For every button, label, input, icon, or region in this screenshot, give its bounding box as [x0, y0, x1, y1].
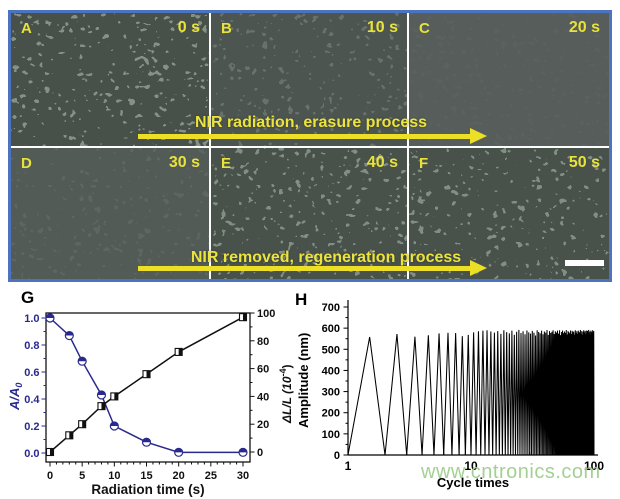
- h-y-tick-label: 0: [334, 450, 340, 462]
- watermark: www.cntronics.com: [421, 461, 601, 483]
- g-circle-marker-fill: [78, 357, 87, 362]
- wrinkle-pattern-image: [11, 13, 209, 146]
- micrograph-montage: A 0 s B 10 s C 20 s D 30 s E 4: [8, 10, 612, 282]
- g-x-tick-label: 25: [205, 470, 217, 482]
- scale-bar: [565, 260, 604, 266]
- panel-time-label: 50 s: [568, 154, 600, 171]
- g-circle-marker-fill: [65, 331, 74, 336]
- chart-h-cycle-amplitude: 0 100 200 300 400 500 600 700 1 10 100 Cycle times A…: [296, 300, 604, 490]
- h-y-tick-label: 700: [322, 302, 340, 314]
- g-x-tick-label: 20: [173, 470, 185, 482]
- g-right-tick-label: 100: [257, 308, 275, 320]
- h-y-tick-label: 400: [322, 365, 340, 377]
- g-left-tick-label: 0.2: [24, 421, 39, 433]
- h-x-tick-label: 10: [464, 459, 478, 473]
- g-right-tick-label: 0: [257, 447, 263, 459]
- h-y-tick-label: 500: [322, 344, 340, 356]
- g-circle-marker-fill: [238, 448, 247, 453]
- g-left-tick-label: 0.4: [24, 394, 40, 406]
- h-x-tick-label: 1: [345, 459, 352, 473]
- panel-divider: [407, 13, 409, 146]
- h-x-axis-title: Cycle times: [437, 475, 509, 490]
- wrinkle-pattern-image: [211, 13, 407, 146]
- h-y-axis-title: Amplitude (nm): [296, 333, 311, 428]
- g-right-axis-title: ΔL/L (10-4): [278, 364, 294, 424]
- g-square-marker-fill: [82, 420, 86, 428]
- panel-time-label: 20 s: [568, 19, 600, 36]
- g-left-tick-label: 0.6: [24, 367, 39, 379]
- panel-letter: F: [419, 155, 429, 172]
- wrinkle-pattern-image: [11, 148, 209, 279]
- panel-divider: [209, 13, 211, 146]
- g-left-axis-title: A/A0: [7, 383, 24, 411]
- g-right-tick-label: 80: [257, 336, 269, 348]
- h-y-tick-label: 200: [322, 408, 340, 420]
- g-x-tick-label: 10: [108, 470, 120, 482]
- g-x-tick-label: 15: [140, 470, 152, 482]
- wrinkle-pattern-image: [409, 148, 609, 279]
- g-circle-marker-fill: [97, 390, 106, 395]
- panel-letter: C: [419, 20, 430, 37]
- h-y-tick-label: 100: [322, 429, 340, 441]
- panel-time-label: 10 s: [366, 19, 398, 36]
- panel-letter: E: [221, 155, 232, 172]
- erasure-process-label: NIR radiation, erasure process: [194, 114, 428, 131]
- g-circle-marker-fill: [46, 314, 54, 318]
- g-square-marker-fill: [114, 392, 118, 400]
- erasure-arrow-head-icon: [470, 128, 487, 144]
- row-divider: [11, 146, 609, 148]
- panel-time-label: 30 s: [168, 154, 200, 171]
- panel-time-label: 0 s: [177, 19, 200, 36]
- panel-letter: A: [21, 20, 32, 37]
- chart-g-radiation-time: 0.0 0.2 0.4 0.6 0.8 1.0 0 20 40 60 80 100 0 5 10 15 20 25…: [7, 308, 294, 497]
- g-square-marker-fill: [69, 431, 73, 439]
- regeneration-process-label: NIR removed, regeneration process: [190, 249, 462, 266]
- micrograph-panel-e: E 40 s: [211, 148, 407, 279]
- g-right-tick-label: 40: [257, 391, 269, 403]
- micrograph-panel-c: C 20 s: [409, 13, 609, 146]
- h-waveform: [347, 329, 595, 456]
- erasure-arrow: [138, 134, 470, 139]
- micrograph-panel-d: D 30 s: [11, 148, 209, 279]
- g-x-tick-label: 30: [237, 470, 249, 482]
- panel-letter: B: [221, 20, 232, 37]
- g-left-tick-label: 1.0: [24, 313, 39, 325]
- g-square-marker-fill: [146, 370, 150, 378]
- g-series-aa0-line: [49, 317, 243, 454]
- g-square-marker-fill: [178, 348, 183, 356]
- panel-time-label: 40 s: [366, 154, 398, 171]
- g-square-marker-fill: [242, 313, 247, 321]
- g-left-tick-label: 0.0: [24, 448, 39, 460]
- micrograph-panel-b: B 10 s: [211, 13, 407, 146]
- wrinkle-pattern-image: [211, 148, 407, 279]
- micrograph-panel-f: F 50 s: [409, 148, 609, 279]
- wrinkle-pattern-image: [409, 13, 609, 146]
- g-circle-marker-fill: [142, 438, 151, 443]
- g-plot-frame: [45, 312, 251, 463]
- h-x-tick-label: 100: [584, 459, 604, 473]
- panel-g-letter: G: [21, 288, 35, 307]
- g-left-tick-label: 0.8: [24, 340, 39, 352]
- g-x-tick-label: 0: [47, 470, 53, 482]
- g-x-axis-title: Radiation time (s): [91, 482, 204, 497]
- h-y-tick-label: 300: [322, 387, 340, 399]
- g-square-marker-fill: [50, 448, 54, 456]
- panel-divider: [407, 148, 409, 279]
- h-y-tick-label: 600: [322, 323, 340, 335]
- g-square-marker-fill: [101, 402, 105, 410]
- g-right-tick-label: 60: [257, 364, 269, 376]
- panel-divider: [209, 148, 211, 279]
- g-x-tick-label: 5: [79, 470, 85, 482]
- g-right-tick-label: 20: [257, 419, 269, 431]
- regeneration-arrow-head-icon: [470, 260, 487, 276]
- g-circle-marker-fill: [174, 448, 183, 453]
- panel-letter: D: [21, 155, 32, 172]
- micrograph-panel-a: A 0 s: [11, 13, 209, 146]
- g-series-dll-line: [49, 316, 244, 453]
- g-circle-marker-fill: [110, 422, 119, 426]
- panel-h-letter: H: [295, 290, 308, 309]
- regeneration-arrow: [138, 266, 470, 271]
